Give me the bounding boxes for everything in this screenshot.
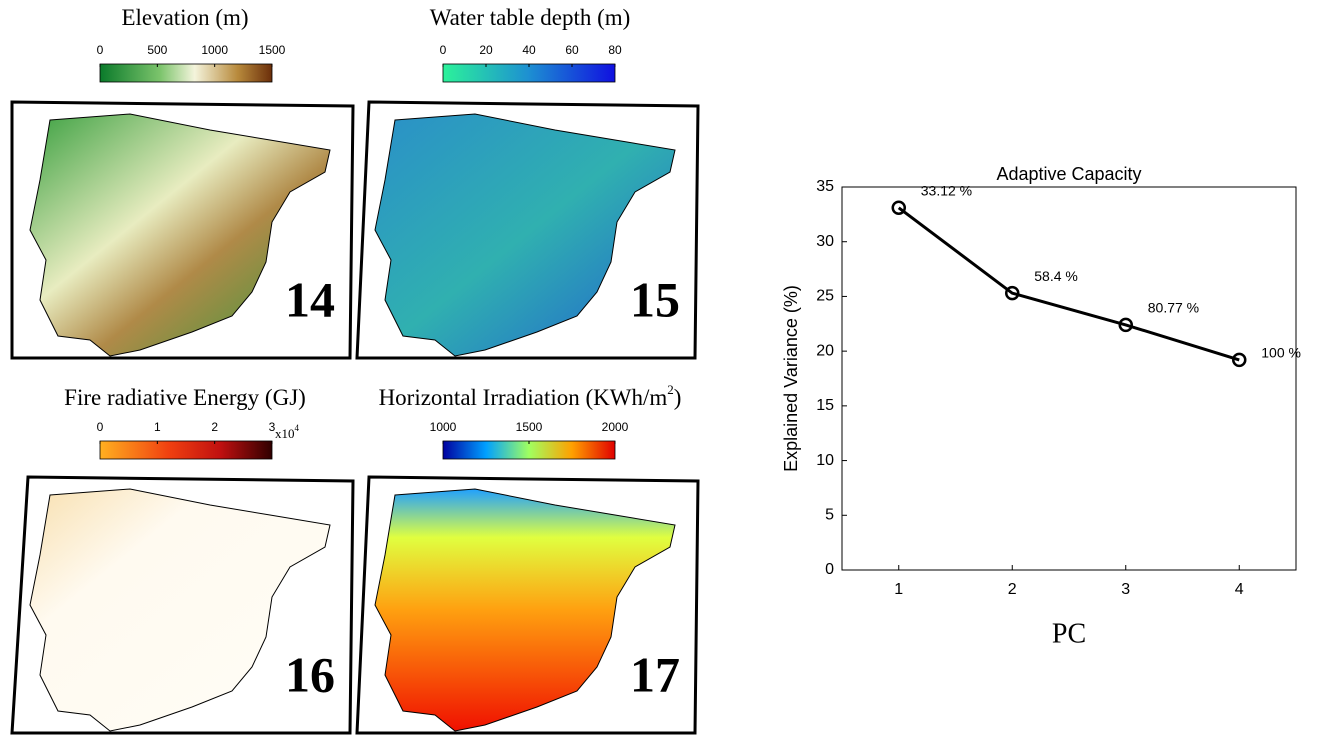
panel-number: 16	[285, 646, 335, 702]
multiplier-base: x10	[275, 426, 295, 441]
panel-number: 14	[285, 271, 335, 327]
map-panels	[12, 102, 698, 733]
map-title: Elevation (m)	[121, 5, 248, 30]
annotation: 33.12 %	[921, 182, 972, 198]
x-tick-label: 4	[1235, 581, 1244, 598]
map-title: Fire radiative Energy (GJ)	[64, 385, 306, 410]
page: Elevation (m)05001000150014Water table d…	[0, 0, 1318, 736]
x-axis-label: PC	[1052, 618, 1086, 649]
y-tick-label: 35	[816, 178, 834, 195]
plot-area	[842, 187, 1296, 570]
x-tick-label: 1	[894, 581, 903, 598]
title-text: Fire radiative Energy (GJ)	[64, 385, 306, 410]
colorbar-tick-label: 60	[565, 43, 579, 57]
y-tick-label: 30	[816, 233, 834, 250]
colorbar-tick-label: 2	[211, 420, 218, 434]
colorbar-tick-label: 1000	[201, 43, 228, 57]
colorbar-tick-label: 2000	[602, 420, 629, 434]
y-axis-label: Explained Variance (%)	[781, 285, 801, 472]
annotation: 80.77 %	[1148, 300, 1199, 316]
colorbar-tick-label: 1000	[430, 420, 457, 434]
y-tick-label: 10	[816, 452, 834, 469]
multiplier-exp: 4	[295, 423, 300, 433]
y-tick-label: 25	[816, 288, 834, 305]
title-text: Horizontal Irradiation (KWh/m	[379, 385, 668, 410]
colorbar-tick-label: 1	[154, 420, 161, 434]
chart-title: Adaptive Capacity	[996, 164, 1141, 184]
colorbar-tick-label: 1500	[516, 420, 543, 434]
figure: Elevation (m)05001000150014Water table d…	[0, 0, 1318, 736]
x-tick-label: 3	[1121, 581, 1130, 598]
colorbar-tick-label: 20	[479, 43, 493, 57]
colorbar-multiplier: x104	[275, 423, 300, 441]
title-text: Elevation (m)	[121, 5, 248, 30]
annotation: 100 %	[1261, 345, 1301, 361]
colorbar-tick-label: 0	[97, 420, 104, 434]
y-tick-label: 0	[825, 561, 834, 578]
panel-number: 17	[630, 646, 680, 702]
colorbar	[100, 441, 272, 459]
colorbar-tick-label: 500	[147, 43, 167, 57]
colorbar	[100, 64, 272, 82]
title-end: )	[674, 385, 682, 410]
colorbar-tick-label: 0	[97, 43, 104, 57]
annotation: 58.4 %	[1034, 268, 1078, 284]
panel-number: 15	[630, 271, 680, 327]
map-title: Horizontal Irradiation (KWh/m2)	[379, 382, 682, 410]
colorbar-tick-label: 1500	[259, 43, 286, 57]
y-tick-label: 20	[816, 342, 834, 359]
x-tick-label: 2	[1008, 581, 1017, 598]
colorbar-tick-label: 0	[440, 43, 447, 57]
y-tick-label: 15	[816, 397, 834, 414]
colorbar-tick-label: 40	[522, 43, 536, 57]
y-tick-label: 5	[825, 507, 834, 524]
colorbar-tick-label: 80	[608, 43, 622, 57]
map-title: Water table depth (m)	[430, 5, 631, 30]
title-text: Water table depth (m)	[430, 5, 631, 30]
